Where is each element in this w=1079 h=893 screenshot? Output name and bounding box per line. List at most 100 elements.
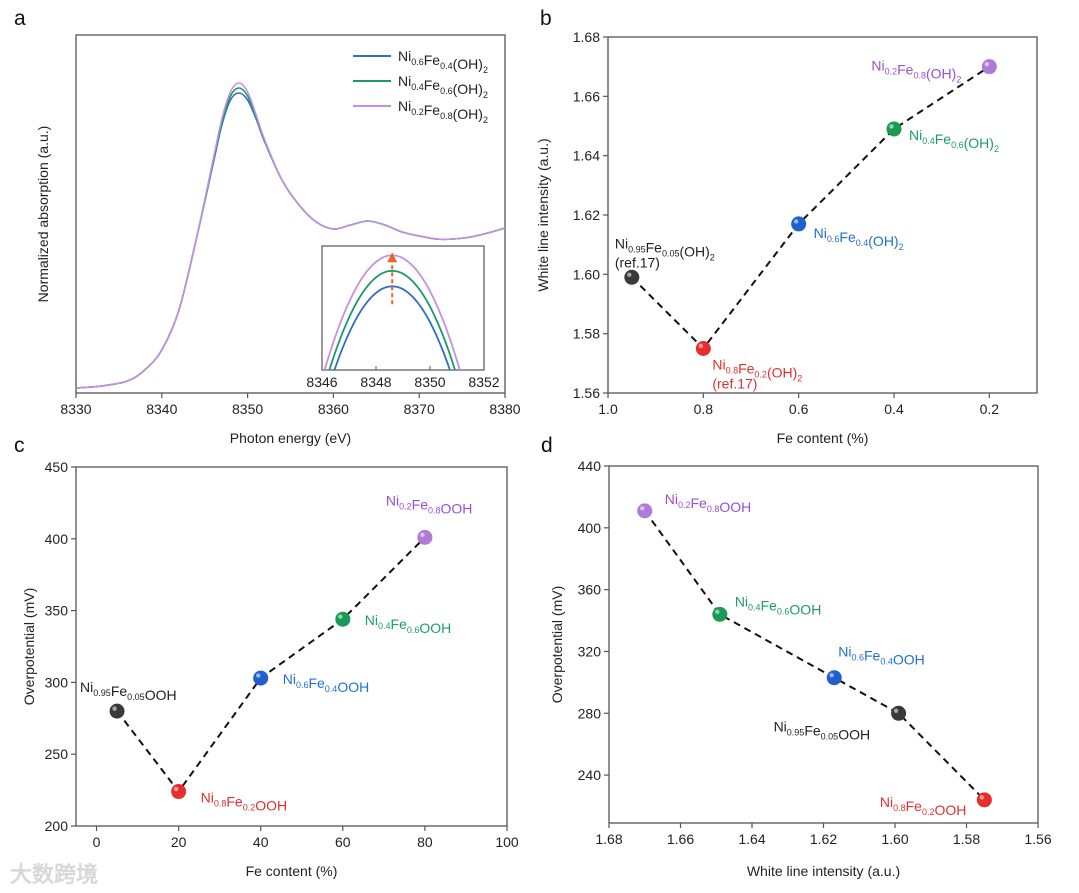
label-text: Ni [201, 790, 214, 806]
panel-b: b 1.0 0.8 0.6 0.4 0.2 1.56 1.58 1.60 1.62 1.64 1.66… [535, 7, 1038, 446]
label-text: OOH [934, 802, 966, 818]
label-subscript: 0.8 [440, 111, 453, 121]
y-tick-label: 1.64 [573, 148, 600, 164]
y-tick-label: 240 [578, 767, 602, 783]
label-text: Ni [838, 644, 851, 660]
data-point-highlight [112, 706, 117, 711]
label-text: Ni [365, 612, 378, 628]
point-label: Ni0.8Fe0.2OOH [201, 790, 288, 814]
label-text: Ni [283, 671, 296, 687]
label-text: (OH) [453, 106, 483, 122]
inset-curve [333, 285, 451, 370]
label-text: Ni [398, 98, 411, 114]
label-subscript: 0.2 [678, 500, 691, 510]
x-tick-label: 0.8 [694, 401, 714, 417]
y-axis-label: Overpotential (mV) [21, 588, 37, 705]
label-text: (OH) [926, 66, 956, 82]
x-tick-label: 1.0 [598, 401, 618, 417]
y-tick-label: 360 [578, 582, 602, 598]
x-tick-label: 40 [253, 834, 269, 850]
y-tick-label: 200 [45, 818, 69, 834]
y-tick-label: 280 [578, 705, 602, 721]
label-text: Fe [111, 683, 128, 699]
data-point-highlight [889, 124, 894, 129]
label-subscript: 2 [483, 65, 488, 75]
x-tick-label: 8360 [318, 401, 349, 417]
point-label: Ni0.2Fe0.8(OH)2 [871, 58, 961, 85]
label-text: (OH) [964, 135, 994, 151]
x-tick-label: 0 [93, 834, 101, 850]
x-tick-label: 8380 [489, 401, 520, 417]
panel-letter: a [14, 7, 26, 30]
data-point [171, 784, 187, 800]
data-point [253, 670, 269, 686]
data-point [695, 341, 711, 356]
panel-c: c 0 20 40 60 80 100 200 250 300 350 400 450 Fe conten… [14, 434, 519, 879]
label-subscript: 0.8 [726, 366, 739, 376]
label-text: (OH) [453, 81, 483, 97]
y-tick-label: 300 [45, 674, 69, 690]
label-text: Ni [871, 58, 884, 74]
data-point-highlight [829, 673, 834, 678]
label-subscript: 0.6 [407, 625, 420, 635]
inset: 8346 8348 8350 8352 [306, 245, 500, 390]
data-point-highlight [173, 786, 179, 792]
label-text: OOH [789, 601, 821, 617]
data-point-highlight [338, 614, 343, 619]
data-point [886, 121, 902, 137]
label-text: Fe [935, 131, 952, 147]
data-point-highlight [420, 532, 425, 538]
label-subscript: 0.2 [411, 107, 424, 117]
label-subscript: 0.8 [428, 505, 441, 515]
y-tick-label: 1.60 [573, 266, 600, 282]
y-tick-label: 1.56 [573, 385, 600, 401]
inset-frame [321, 245, 485, 371]
point-label: Ni0.2Fe0.8OOH [386, 492, 473, 516]
point-label: Ni0.8Fe0.2(OH)2 [712, 357, 802, 384]
panel-letter: c [14, 434, 25, 457]
data-point [712, 606, 728, 622]
x-tick-label: 60 [335, 834, 351, 850]
label-text: OOH [441, 500, 473, 516]
label-subscript: 0.05 [821, 731, 839, 741]
label-text: Fe [226, 794, 243, 810]
label-text: Ni [814, 225, 827, 241]
point-label: Ni0.8Fe0.2OOH [880, 794, 967, 818]
label-text: Ni [398, 48, 411, 64]
x-axis-label: Photon energy (eV) [230, 430, 351, 446]
data-point-highlight [715, 609, 720, 615]
data-point [826, 670, 842, 686]
x-axis-label: Fe content (%) [246, 863, 338, 879]
label-subscript: 0.2 [885, 67, 898, 77]
point-label: Ni0.6Fe0.4OOH [283, 671, 370, 695]
label-text: Ni [665, 491, 678, 507]
label-text: (OH) [679, 243, 709, 259]
trend-dashed-line [631, 65, 990, 351]
label-text: Fe [864, 648, 881, 664]
x-tick-label: 8350 [232, 401, 263, 417]
x-tick-label: 1.68 [595, 831, 622, 847]
label-subscript: 0.2 [922, 807, 935, 817]
x-tick-label: 1.56 [1024, 831, 1051, 847]
label-text: Fe [897, 62, 914, 78]
y-tick-label: 350 [45, 603, 69, 619]
peak-arrow-head [387, 252, 398, 263]
point-label: Ni0.4Fe0.6OOH [735, 593, 822, 617]
x-tick-label: 80 [417, 834, 433, 850]
label-subscript: 0.6 [777, 606, 790, 616]
label-text: Fe [804, 722, 821, 738]
label-text: Fe [839, 229, 856, 245]
point-label-ref: (ref.17) [615, 254, 660, 270]
label-subscript: 0.05 [127, 692, 145, 702]
label-text: Fe [424, 102, 441, 118]
label-text: Fe [738, 361, 755, 377]
inset-x-tick-label: 8348 [360, 374, 391, 390]
label-text: Ni [774, 718, 787, 734]
panel-letter: d [541, 434, 553, 457]
x-tick-label: 0.2 [980, 401, 1000, 417]
label-text: (OH) [868, 233, 898, 249]
y-axis-label: White line intensity (a.u.) [535, 138, 551, 291]
plot-frame [75, 466, 508, 827]
label-text: OOH [145, 687, 177, 703]
